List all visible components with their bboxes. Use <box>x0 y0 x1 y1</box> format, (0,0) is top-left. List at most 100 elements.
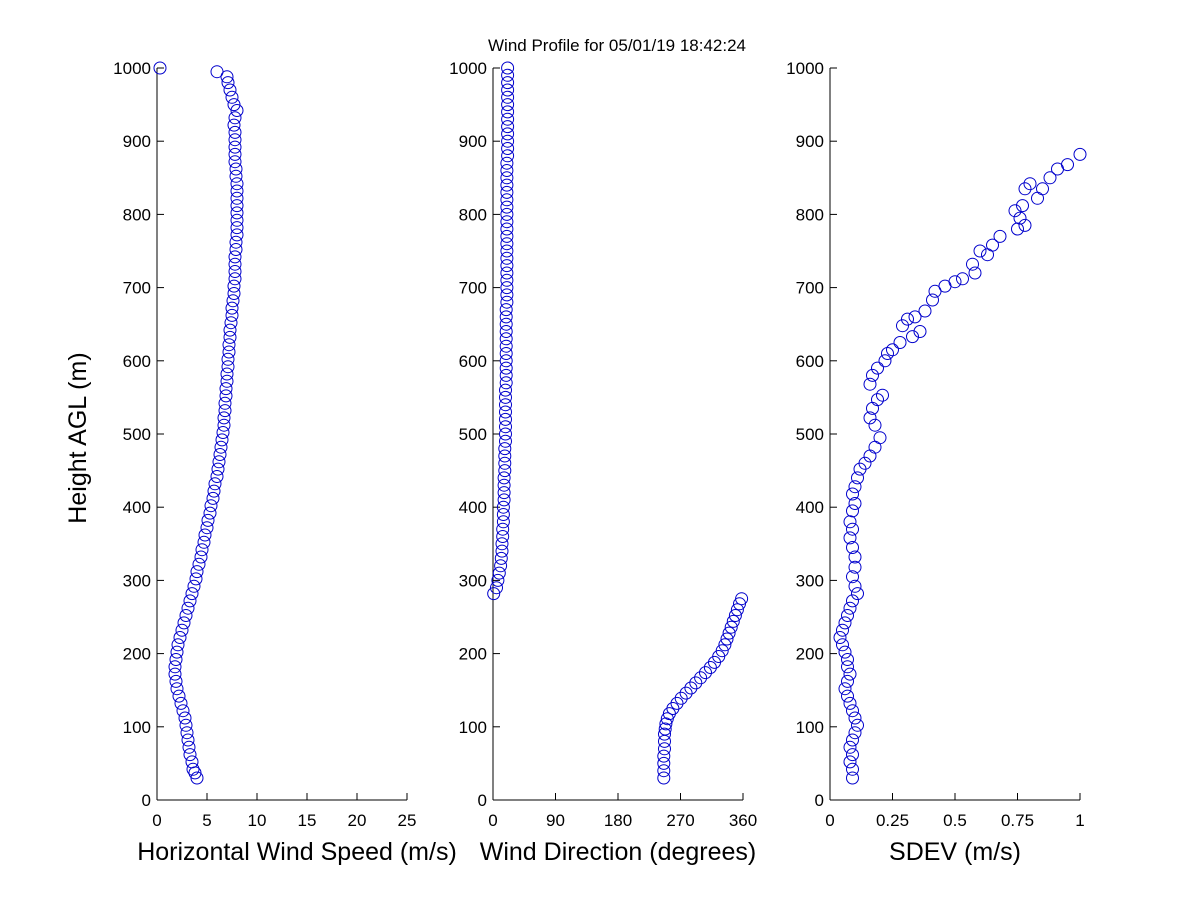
data-point <box>498 464 512 478</box>
data-point <box>499 405 512 419</box>
data-point <box>863 411 877 425</box>
x-tick-label: 20 <box>348 811 367 830</box>
data-point <box>868 418 882 432</box>
data-point <box>848 711 862 725</box>
data-point <box>227 118 241 132</box>
data-point <box>499 339 513 353</box>
data-point <box>227 98 241 112</box>
data-point <box>724 620 738 634</box>
data-point <box>968 266 982 280</box>
data-point <box>499 376 513 390</box>
data-point <box>171 638 185 652</box>
data-point <box>228 140 242 154</box>
data-point <box>497 486 511 500</box>
data-point <box>913 325 927 338</box>
data-point <box>494 559 508 573</box>
data-point <box>833 631 847 644</box>
y-tick-label: 500 <box>123 425 151 444</box>
data-point <box>181 733 195 747</box>
data-point <box>499 347 513 360</box>
y-tick-label: 900 <box>459 132 487 151</box>
y-tick-label: 100 <box>459 718 487 737</box>
data-point <box>229 235 243 249</box>
data-point <box>836 638 849 652</box>
data-point <box>846 704 859 718</box>
data-point <box>1073 147 1087 161</box>
data-point <box>841 689 854 703</box>
data-point <box>230 184 244 198</box>
data-point <box>186 762 200 776</box>
data-point <box>851 471 864 485</box>
data-point <box>223 323 237 337</box>
data-point <box>173 631 187 644</box>
data-point <box>500 251 514 265</box>
data-point <box>498 449 512 463</box>
data-point <box>181 601 195 615</box>
data-point <box>499 325 513 338</box>
data-point <box>660 712 674 726</box>
data-point <box>225 308 239 322</box>
x-tick-label: 180 <box>604 811 632 830</box>
data-point <box>499 361 513 375</box>
data-point <box>846 748 859 762</box>
data-point <box>501 61 515 75</box>
data-point <box>689 676 703 690</box>
data-point <box>220 367 234 381</box>
data-point <box>881 347 894 360</box>
data-point <box>684 681 698 695</box>
data-point <box>657 756 671 770</box>
x-tick-label: 5 <box>202 811 211 830</box>
data-point <box>183 748 197 762</box>
data-point <box>230 191 244 205</box>
data-point <box>228 250 242 264</box>
data-point <box>720 632 734 646</box>
data-point <box>208 477 222 491</box>
data-point <box>500 171 514 185</box>
y-tick-label: 900 <box>796 132 824 151</box>
data-point <box>908 310 922 324</box>
data-point <box>153 61 167 75</box>
x-tick-label: 0.25 <box>876 811 909 830</box>
data-point <box>214 440 228 454</box>
data-point <box>878 354 892 368</box>
data-point <box>216 426 230 439</box>
data-point <box>206 491 220 505</box>
data-point <box>491 573 505 587</box>
data-point <box>217 418 231 432</box>
data-point <box>185 587 199 601</box>
data-point <box>501 142 515 155</box>
data-point <box>838 645 852 659</box>
data-point <box>501 149 515 163</box>
data-point <box>225 301 239 315</box>
x-tick-label: 0.5 <box>943 811 967 830</box>
data-point <box>846 733 859 747</box>
data-point <box>896 319 909 333</box>
data-point <box>843 667 857 681</box>
x-tick-label: 15 <box>298 811 317 830</box>
y-tick-label: 700 <box>123 279 151 298</box>
data-point <box>703 661 717 674</box>
y-tick-label: 300 <box>796 571 824 590</box>
data-point <box>228 155 242 169</box>
data-point <box>848 726 862 740</box>
data-point <box>843 696 857 710</box>
data-point <box>222 338 236 352</box>
data-point <box>170 645 184 659</box>
data-point <box>499 354 513 368</box>
y-tick-label: 0 <box>815 791 824 810</box>
data-point <box>228 265 242 278</box>
data-point <box>497 471 511 485</box>
data-point <box>500 259 514 273</box>
data-point <box>201 513 215 527</box>
data-point <box>500 156 514 170</box>
data-point <box>204 499 218 513</box>
data-point <box>223 83 237 97</box>
data-point <box>228 147 242 161</box>
data-point <box>846 504 859 518</box>
y-tick-label: 800 <box>796 205 824 224</box>
y-tick-label: 200 <box>796 645 824 664</box>
data-point <box>219 382 233 396</box>
data-point <box>500 273 514 287</box>
data-point <box>190 771 204 785</box>
x-tick-label: 0 <box>488 811 497 830</box>
